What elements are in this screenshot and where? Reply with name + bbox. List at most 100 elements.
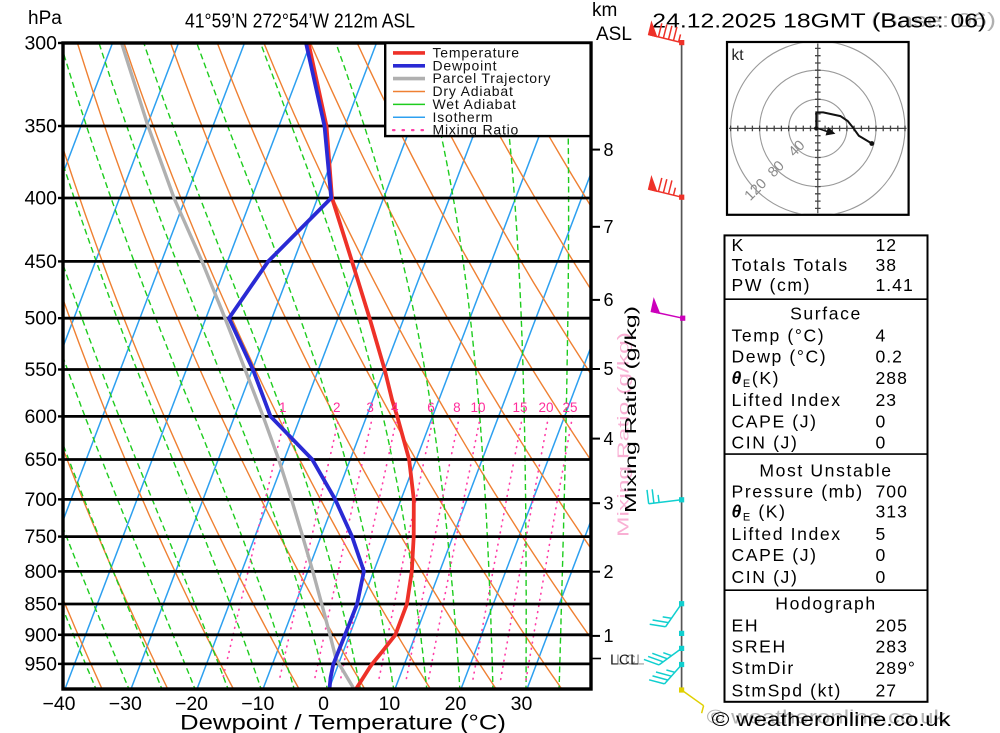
svg-text:950: 950 xyxy=(24,653,57,675)
svg-text:km: km xyxy=(592,0,617,21)
svg-text:3: 3 xyxy=(366,400,374,415)
svg-text:23: 23 xyxy=(876,390,898,410)
svg-text:Mixing Ratio (g/kg): Mixing Ratio (g/kg) xyxy=(623,306,640,513)
svg-text:Wet Adiabat: Wet Adiabat xyxy=(433,96,517,112)
svg-text:700: 700 xyxy=(876,482,908,502)
svg-text:EH: EH xyxy=(732,616,760,636)
svg-text:5: 5 xyxy=(604,359,614,379)
svg-text:Dewpoint: Dewpoint xyxy=(433,57,498,73)
svg-text:θE (K): θE (K) xyxy=(732,502,787,524)
svg-text:K: K xyxy=(732,235,745,255)
svg-text:5: 5 xyxy=(876,524,887,544)
svg-text:10: 10 xyxy=(470,400,485,415)
svg-text:SREH: SREH xyxy=(732,637,787,657)
svg-text:6: 6 xyxy=(604,290,614,310)
svg-text:550: 550 xyxy=(24,359,57,381)
svg-text:θE(K): θE(K) xyxy=(732,368,781,390)
svg-text:Lifted Index: Lifted Index xyxy=(732,524,842,544)
svg-text:1: 1 xyxy=(604,626,614,646)
svg-text:Mixing Ratio: Mixing Ratio xyxy=(433,122,520,138)
svg-text:4: 4 xyxy=(604,429,614,449)
svg-text:27: 27 xyxy=(876,680,898,700)
svg-text:7: 7 xyxy=(604,217,614,237)
svg-text:CAPE (J): CAPE (J) xyxy=(732,545,818,565)
svg-text:Temperature: Temperature xyxy=(433,45,520,61)
svg-text:LCL: LCL xyxy=(616,652,645,669)
svg-text:283: 283 xyxy=(876,637,908,657)
svg-text:300: 300 xyxy=(24,33,57,55)
svg-text:650: 650 xyxy=(24,449,57,471)
svg-text:hPa: hPa xyxy=(28,8,62,29)
svg-text:−40: −40 xyxy=(42,693,75,715)
svg-text:Parcel Trajectory: Parcel Trajectory xyxy=(433,70,552,86)
svg-text:0.2: 0.2 xyxy=(876,346,903,366)
svg-text:Pressure (mb): Pressure (mb) xyxy=(732,482,864,502)
svg-text:900: 900 xyxy=(24,624,57,646)
svg-text:500: 500 xyxy=(24,308,57,330)
svg-text:15: 15 xyxy=(512,400,527,415)
svg-text:Most Unstable: Most Unstable xyxy=(759,460,892,480)
svg-text:25: 25 xyxy=(562,400,577,415)
svg-text:CIN (J): CIN (J) xyxy=(732,567,799,587)
svg-text:0: 0 xyxy=(876,545,887,565)
svg-text:Lifted Index: Lifted Index xyxy=(732,390,842,410)
svg-text:850: 850 xyxy=(24,594,57,616)
svg-text:12: 12 xyxy=(876,235,898,255)
svg-text:205: 205 xyxy=(876,616,908,636)
svg-text:400: 400 xyxy=(24,188,57,210)
svg-text:2: 2 xyxy=(604,562,614,582)
svg-text:Totals Totals: Totals Totals xyxy=(732,255,849,275)
svg-text:Dewp (°C): Dewp (°C) xyxy=(732,346,828,366)
svg-text:kt: kt xyxy=(732,47,745,64)
svg-text:ASL: ASL xyxy=(596,24,632,45)
svg-text:289°: 289° xyxy=(876,658,916,678)
svg-text:© weatheronline.co.uk: © weatheronline.co.uk xyxy=(712,709,951,731)
svg-text:600: 600 xyxy=(24,406,57,428)
svg-text:Surface: Surface xyxy=(790,304,862,324)
svg-text:313: 313 xyxy=(876,502,908,522)
svg-text:Dry Adiabat: Dry Adiabat xyxy=(433,83,514,99)
svg-text:© weatheronline.co.uk: © weatheronline.co.uk xyxy=(707,707,946,729)
svg-text:Isotherm: Isotherm xyxy=(433,109,494,125)
svg-text:20: 20 xyxy=(445,693,467,715)
svg-text:700: 700 xyxy=(24,489,57,511)
svg-text:450: 450 xyxy=(24,251,57,273)
svg-text:41°59’N 272°54’W 212m ASL: 41°59’N 272°54’W 212m ASL xyxy=(185,10,415,33)
svg-text:PW (cm): PW (cm) xyxy=(732,275,812,295)
svg-text:−30: −30 xyxy=(109,693,142,715)
svg-text:800: 800 xyxy=(24,561,57,583)
svg-text:8: 8 xyxy=(453,400,461,415)
svg-text:StmSpd (kt): StmSpd (kt) xyxy=(732,680,842,700)
svg-text:−10: −10 xyxy=(241,693,274,715)
svg-text:350: 350 xyxy=(24,116,57,138)
svg-text:2: 2 xyxy=(333,400,341,415)
svg-text:Mixing Ratio (g/kg): Mixing Ratio (g/kg) xyxy=(616,332,633,537)
svg-text:38: 38 xyxy=(876,255,898,275)
svg-text:Temp (°C): Temp (°C) xyxy=(732,326,826,346)
svg-text:0: 0 xyxy=(876,567,887,587)
svg-text:288: 288 xyxy=(876,368,908,388)
svg-text:8: 8 xyxy=(604,140,614,160)
svg-text:−20: −20 xyxy=(175,693,208,715)
svg-text:24.12.2025 18GMT (Base: 06): 24.12.2025 18GMT (Base: 06) xyxy=(652,10,986,33)
svg-text:4: 4 xyxy=(876,326,887,346)
svg-text:LCL: LCL xyxy=(610,652,639,669)
svg-text:CIN (J): CIN (J) xyxy=(732,432,799,452)
svg-text:4: 4 xyxy=(391,400,399,415)
svg-text:750: 750 xyxy=(24,526,57,548)
svg-text:6: 6 xyxy=(427,400,435,415)
svg-text:CAPE (J): CAPE (J) xyxy=(732,412,818,432)
svg-text:20: 20 xyxy=(538,400,553,415)
svg-text:(Base: 06): (Base: 06) xyxy=(871,9,996,32)
svg-text:Hodograph: Hodograph xyxy=(775,594,876,614)
svg-text:Dewpoint / Temperature (°C): Dewpoint / Temperature (°C) xyxy=(180,712,506,733)
svg-text:StmDir: StmDir xyxy=(732,658,795,678)
svg-text:1: 1 xyxy=(279,400,287,415)
svg-text:30: 30 xyxy=(511,693,533,715)
svg-text:3: 3 xyxy=(604,493,614,513)
svg-text:0: 0 xyxy=(876,432,887,452)
svg-text:10: 10 xyxy=(379,693,401,715)
svg-text:0: 0 xyxy=(876,412,887,432)
svg-text:0: 0 xyxy=(318,693,329,715)
svg-text:1.41: 1.41 xyxy=(876,275,914,295)
